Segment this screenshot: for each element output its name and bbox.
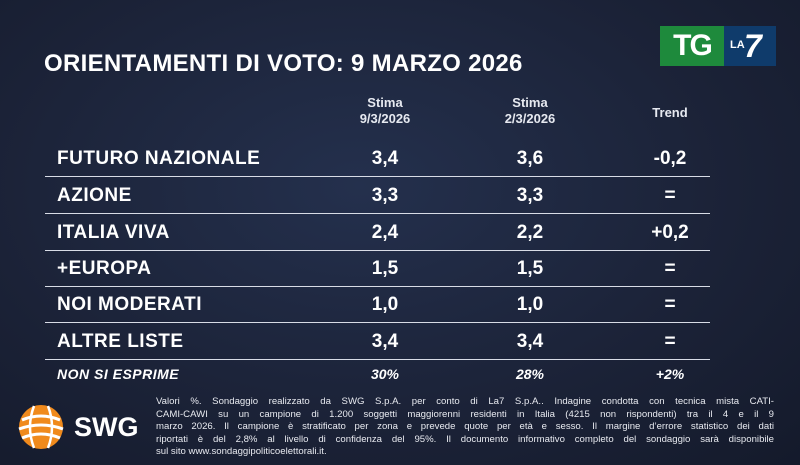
cell: = [664,185,676,206]
table-row: NON SI ESPRIME 30% 28% +2% [45,360,710,388]
cell: 3,3 [516,185,544,206]
cell: 2,2 [516,222,544,243]
table-row: AZIONE 3,3 3,3 = [45,177,710,214]
cell: = [664,258,676,279]
logo-7: 7 [744,28,762,64]
row-label: NOI MODERATI [57,294,202,315]
table-row: ALTRE LISTE 3,4 3,4 = [45,323,710,360]
footnote-line: riportati è del 2,8% al livello di confi… [156,433,774,445]
footnote: Valori %. Sondaggio realizzato da SWG S.… [156,396,774,459]
column-header-line: 2/3/2026 [504,111,556,126]
footnote-line: marzo 2026. Il campione è stratificato p… [156,421,774,432]
row-label: FUTURO NAZIONALE [57,148,261,169]
column-header-line: Stima [367,95,403,110]
swg-logo: SWG [12,400,142,454]
cell: 2,4 [371,222,399,243]
cell: +0,2 [651,222,689,243]
column-header-line: 9/3/2026 [359,111,411,126]
cell: 3,4 [516,331,544,352]
cell: 1,0 [371,294,399,315]
footnote-line: CAMI-CAWI su un campione di 1.200 sogget… [156,408,774,420]
cell: = [664,294,676,315]
footnote-line: sul sito www.sondaggipoliticoelettorali.… [156,446,327,457]
cell: 28% [515,366,545,382]
row-label: ALTRE LISTE [57,331,184,352]
logo-la7: LA 7 [724,26,776,66]
swg-text: SWG [74,412,139,442]
cell: 1,5 [371,258,399,279]
logo-la: LA [730,39,745,51]
column-header-line: Stima [512,95,548,110]
column-header-line: Trend [652,105,688,120]
row-label: NON SI ESPRIME [57,366,180,382]
logo-tg: TG [660,26,724,66]
cell: 3,4 [371,331,399,352]
column-header: Stima 9/3/2026 [315,95,455,127]
cell: 30% [370,366,400,382]
cell: 1,5 [516,258,544,279]
row-label: +EUROPA [57,258,152,279]
row-label: ITALIA VIVA [57,222,170,243]
row-label: AZIONE [57,185,132,206]
column-header: Stima 2/3/2026 [460,95,600,127]
cell: +2% [655,366,685,382]
table-row: ITALIA VIVA 2,4 2,2 +0,2 [45,214,710,251]
table-row: +EUROPA 1,5 1,5 = [45,250,710,287]
cell: 3,6 [516,148,544,169]
cell: 3,4 [371,148,399,169]
cell: 3,3 [371,185,399,206]
table-row: FUTURO NAZIONALE 3,4 3,6 -0,2 [45,140,710,177]
column-header: Trend [600,105,740,121]
cell: 1,0 [516,294,544,315]
cell: -0,2 [653,148,687,169]
tg-la7-logo: TG LA 7 [660,26,776,66]
table-row: NOI MODERATI 1,0 1,0 = [45,286,710,323]
swg-globe [18,405,64,449]
title: ORIENTAMENTI DI VOTO: 9 MARZO 2026 [44,50,523,77]
cell: = [664,331,676,352]
footnote-line: Valori %. Sondaggio realizzato da SWG S.… [156,396,774,407]
